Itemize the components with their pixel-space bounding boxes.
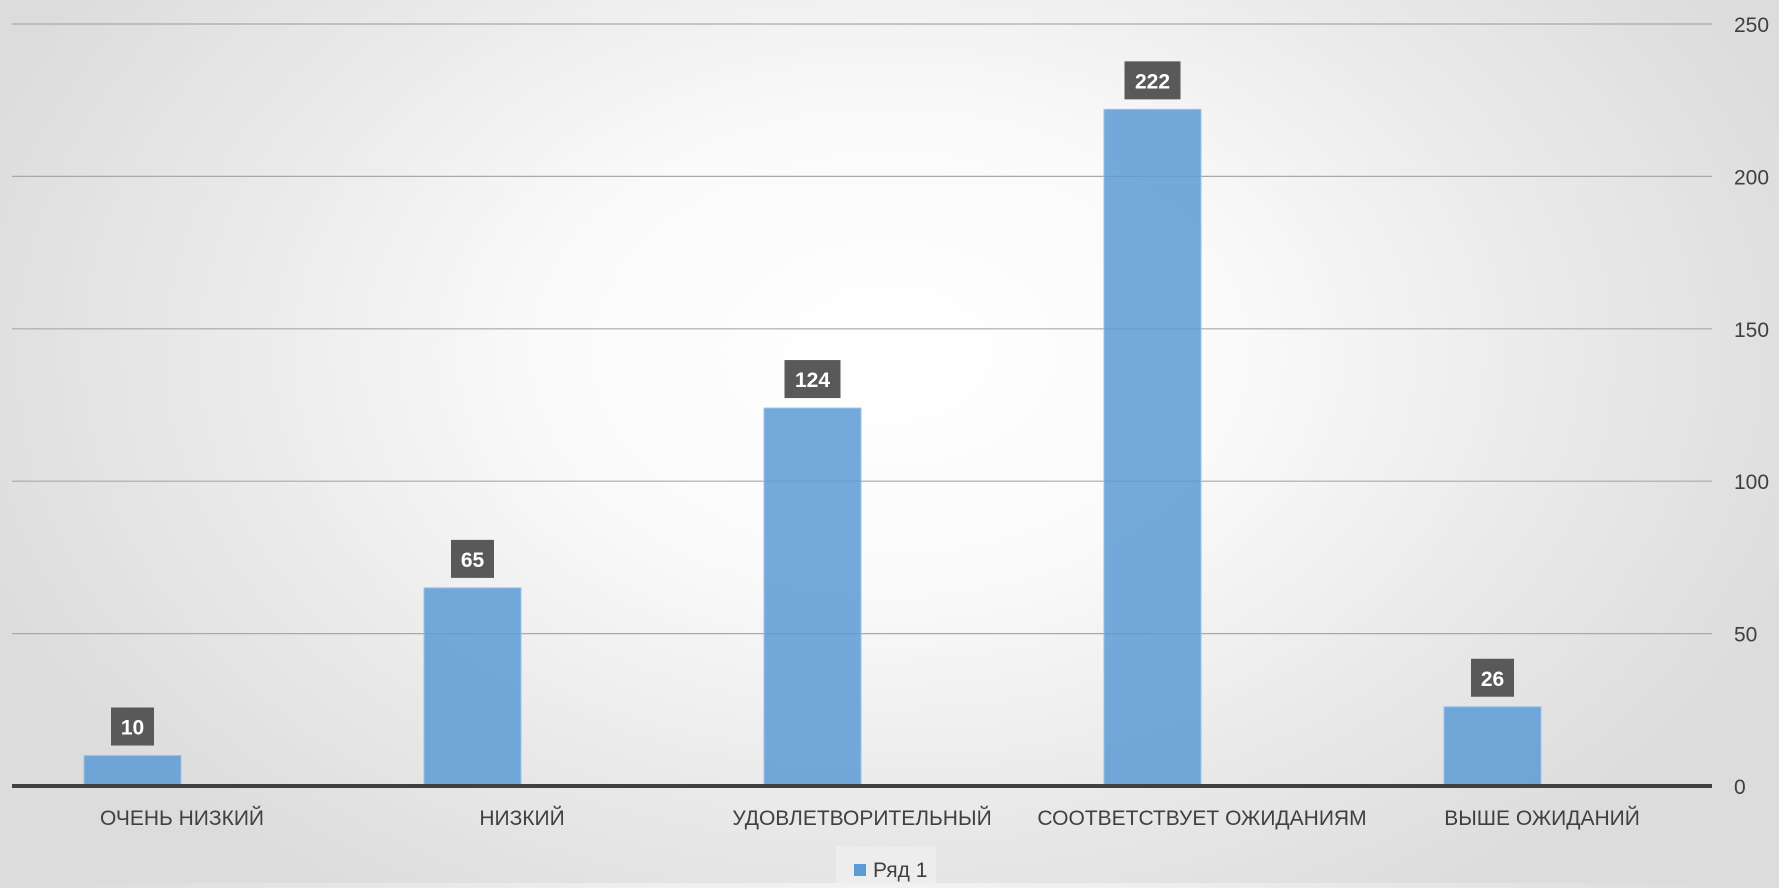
y-tick-label: 100 (1734, 471, 1769, 494)
data-label-box (1471, 658, 1514, 697)
legend-swatch (854, 864, 866, 876)
x-tick-label: ОЧЕНЬ НИЗКИЙ (100, 806, 264, 830)
x-tick-label: ВЫШЕ ОЖИДАНИЙ (1444, 806, 1640, 830)
x-tick-label: СООТВЕТСТВУЕТ ОЖИДАНИЯМ (1037, 807, 1366, 830)
legend-box (836, 846, 936, 883)
y-tick-label: 50 (1734, 624, 1757, 647)
bar[interactable] (763, 407, 862, 787)
legend-label: Ряд 1 (873, 859, 927, 882)
x-tick-label: УДОВЛЕТВОРИТЕЛЬНЫЙ (732, 806, 991, 830)
x-tick-label: НИЗКИЙ (479, 806, 564, 830)
y-tick-label: 0 (1734, 776, 1746, 799)
data-label-box (111, 707, 154, 746)
data-label: 10 (121, 717, 144, 740)
data-label-box (451, 539, 494, 578)
data-label: 222 (1135, 70, 1170, 93)
bar[interactable] (1103, 108, 1202, 787)
x-axis: ОЧЕНЬ НИЗКИЙ НИЗКИЙ УДОВЛЕТВОРИТЕЛЬНЫЙ СООТ… (100, 806, 1640, 830)
data-label-box (784, 360, 841, 399)
gridlines (12, 23, 1712, 635)
y-tick-label: 150 (1734, 319, 1769, 342)
bar[interactable] (83, 755, 182, 787)
y-axis: 0 50 100 150 200 250 (1734, 14, 1769, 799)
bar[interactable] (423, 587, 522, 787)
y-tick-label: 200 (1734, 166, 1769, 189)
data-label-box (1124, 61, 1181, 100)
bars (83, 108, 1542, 787)
y-tick-label: 250 (1734, 14, 1769, 37)
data-label: 26 (1481, 668, 1504, 691)
legend[interactable]: Ряд 1 (836, 846, 936, 883)
data-label: 124 (795, 369, 830, 392)
bar[interactable] (1443, 706, 1542, 787)
data-labels: 10 65 124 222 26 (111, 61, 1514, 746)
data-label: 65 (461, 549, 485, 572)
